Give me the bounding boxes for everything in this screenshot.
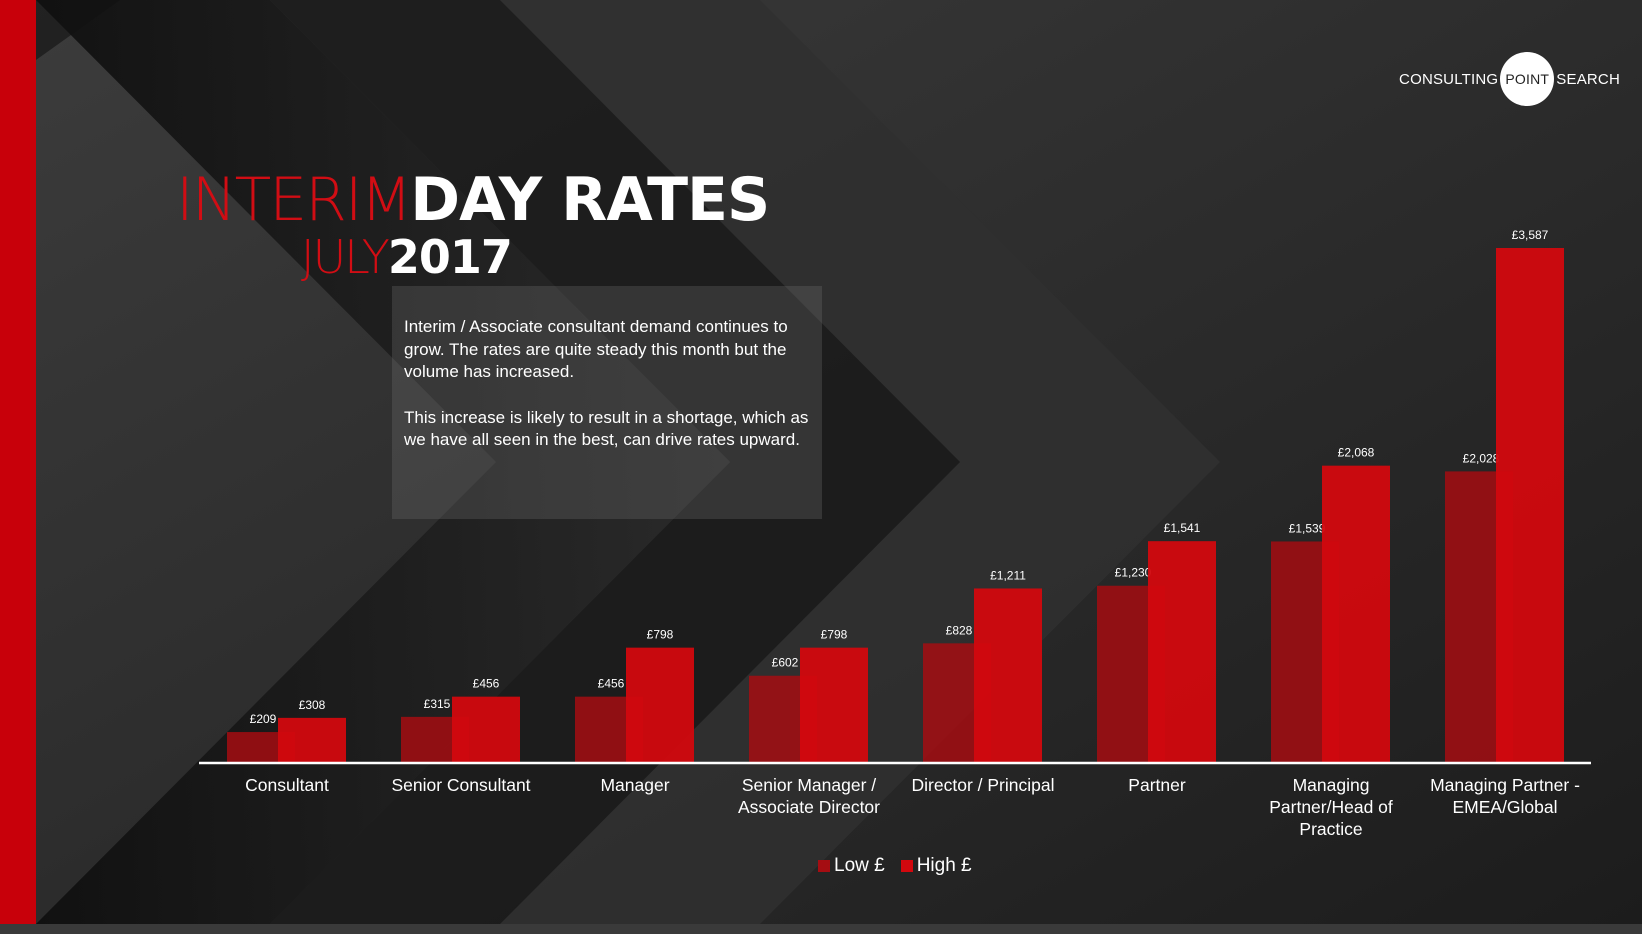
data-label-low-5: £1,230 xyxy=(1115,566,1152,580)
data-label-high-3: £798 xyxy=(821,628,848,642)
data-label-low-2: £456 xyxy=(598,677,625,691)
legend-swatch-low xyxy=(818,860,830,872)
description-box: Interim / Associate consultant demand co… xyxy=(392,286,822,519)
data-label-high-0: £308 xyxy=(299,698,326,712)
brand-right: SEARCH xyxy=(1556,70,1620,88)
bar-high-7 xyxy=(1496,248,1564,762)
title-bold-2: 2017 xyxy=(387,230,513,284)
brand-center-circle: POINT xyxy=(1500,52,1555,106)
description-paragraph-2: This increase is likely to result in a s… xyxy=(404,407,809,450)
data-label-high-7: £3,587 xyxy=(1512,228,1549,242)
title-bold-1: DAY RATES xyxy=(410,165,770,235)
data-label-high-6: £2,068 xyxy=(1338,446,1375,460)
bar-high-4 xyxy=(974,588,1042,762)
category-label-6: Managing Partner/Head of Practice xyxy=(1269,775,1393,839)
data-label-high-4: £1,211 xyxy=(990,568,1026,582)
legend-label-low: Low £ xyxy=(834,855,885,876)
bar-high-5 xyxy=(1148,541,1216,762)
bar-high-0 xyxy=(278,717,346,762)
bottom-strip xyxy=(0,924,1642,934)
legend-label-high: High £ xyxy=(916,855,972,876)
data-label-low-4: £828 xyxy=(946,623,973,637)
data-label-low-7: £2,028 xyxy=(1463,451,1500,465)
bar-high-1 xyxy=(452,696,520,762)
legend-item-low: Low £ xyxy=(818,855,885,877)
category-label-1: Senior Consultant xyxy=(391,775,531,795)
data-label-high-1: £456 xyxy=(473,677,500,691)
category-label-5: Partner xyxy=(1128,775,1186,795)
data-label-high-2: £798 xyxy=(647,628,674,642)
category-label-0: Consultant xyxy=(245,775,329,795)
legend: Low £ High £ xyxy=(818,855,988,877)
category-label-2: Manager xyxy=(600,775,670,795)
page-title: INTERIMDAY RATES JULY2017 xyxy=(176,165,770,284)
brand-logo: CONSULTING POINT SEARCH xyxy=(1399,52,1620,106)
title-thin-1: INTERIM xyxy=(176,165,412,235)
category-label-3: Senior Manager / Associate Director xyxy=(738,775,880,817)
data-label-low-6: £1,539 xyxy=(1289,521,1326,535)
brand-left: CONSULTING xyxy=(1399,70,1499,88)
bar-high-2 xyxy=(626,647,694,762)
category-label-4: Director / Principal xyxy=(911,775,1055,795)
title-thin-2: JULY xyxy=(301,230,390,284)
bar-high-3 xyxy=(800,647,868,762)
bar-high-6 xyxy=(1322,465,1390,762)
data-label-low-1: £315 xyxy=(424,697,451,711)
data-label-high-5: £1,541 xyxy=(1164,521,1201,535)
data-label-low-0: £209 xyxy=(250,712,277,726)
description-paragraph-1: Interim / Associate consultant demand co… xyxy=(404,317,788,381)
legend-item-high: High £ xyxy=(900,855,972,877)
legend-swatch-high xyxy=(900,860,913,872)
left-accent-bar xyxy=(0,0,36,924)
data-label-low-3: £602 xyxy=(772,656,799,670)
category-label-7: Managing Partner - EMEA/Global xyxy=(1430,775,1580,817)
